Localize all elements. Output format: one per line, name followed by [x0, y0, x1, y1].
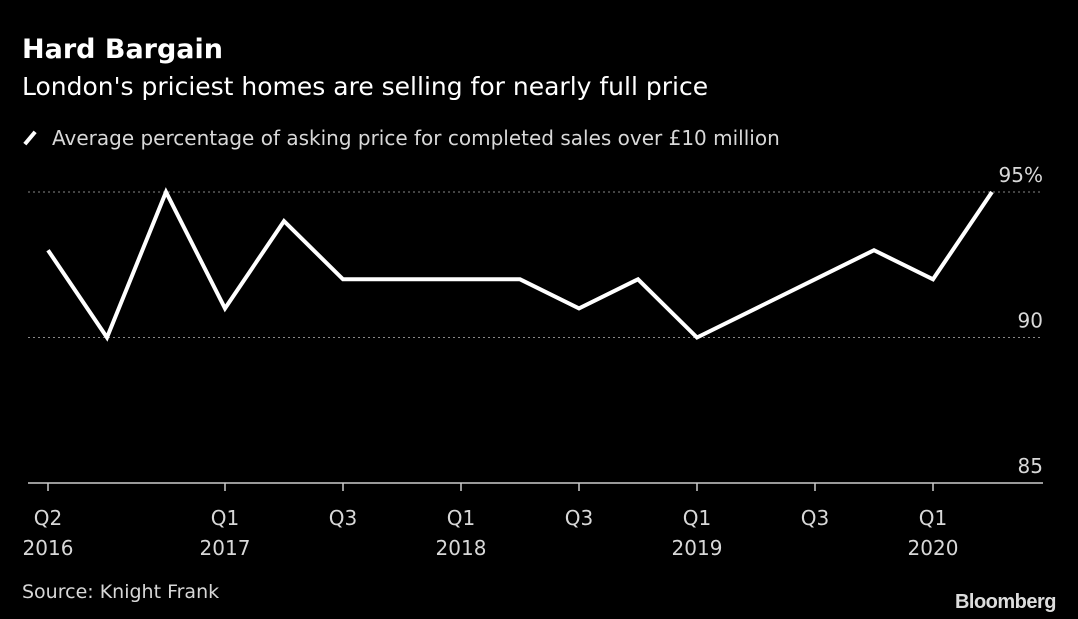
chart-subtitle: London's priciest homes are selling for … — [22, 72, 709, 101]
source-note: Source: Knight Frank — [22, 581, 220, 603]
x-tick-label: Q3 — [801, 506, 829, 530]
y-tick-label: 90 — [1018, 309, 1043, 333]
x-tick-year-label: 2016 — [23, 536, 74, 560]
x-tick-year-label: 2018 — [436, 536, 487, 560]
legend: Average percentage of asking price for c… — [22, 126, 780, 150]
y-tick-label: 85 — [1018, 454, 1043, 478]
x-tick-label: Q1 — [683, 506, 711, 530]
x-tick-label: Q1 — [919, 506, 947, 530]
x-tick-year-label: 2020 — [908, 536, 959, 560]
x-tick-label: Q3 — [329, 506, 357, 530]
x-tick-label: Q2 — [34, 506, 62, 530]
y-tick-label: 95% — [999, 163, 1043, 187]
x-tick-label: Q1 — [447, 506, 475, 530]
legend-label: Average percentage of asking price for c… — [52, 126, 780, 150]
chart-title: Hard Bargain — [22, 34, 223, 65]
x-tick-label: Q1 — [211, 506, 239, 530]
series-line — [46, 187, 994, 342]
x-tick-year-label: 2017 — [200, 536, 251, 560]
x-tick-label: Q3 — [565, 506, 593, 530]
bloomberg-logo: Bloomberg — [954, 591, 1057, 613]
x-tick-year-label: 2019 — [672, 536, 723, 560]
